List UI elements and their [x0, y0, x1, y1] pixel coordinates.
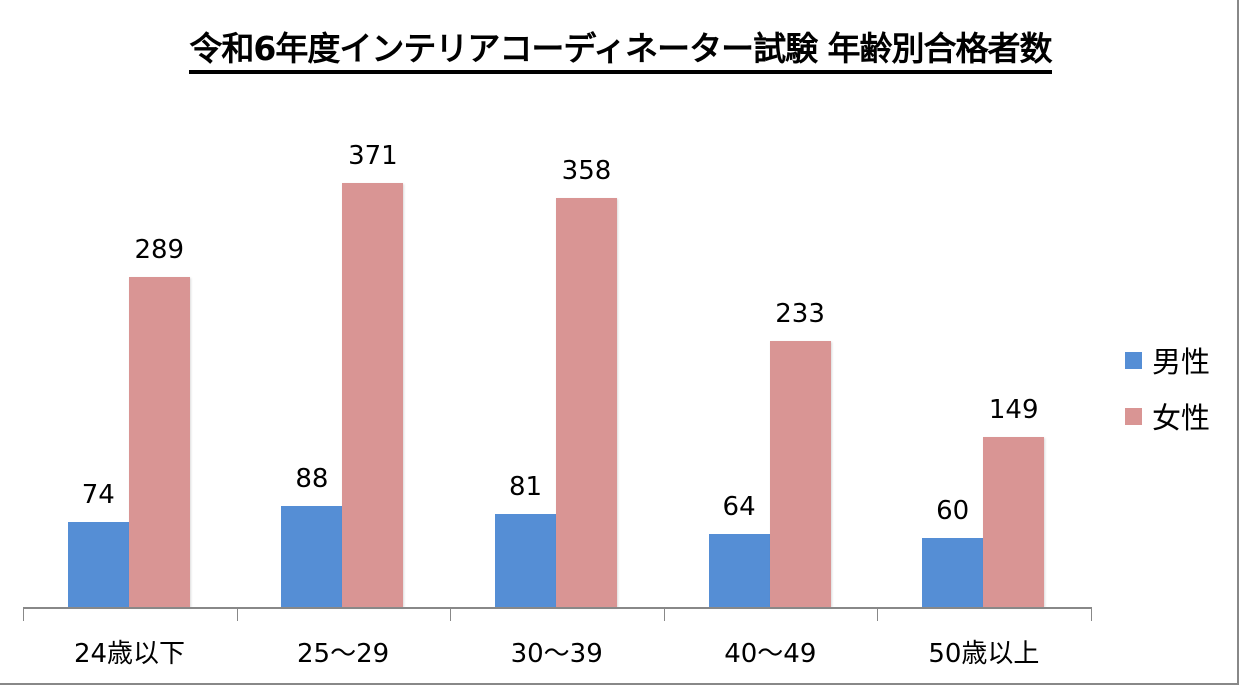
x-axis-tick [877, 607, 879, 621]
x-axis-category-label: 24歳以下 [73, 639, 186, 669]
x-axis-tick [23, 607, 24, 621]
x-axis-tick [450, 607, 452, 621]
data-label: 233 [775, 298, 825, 329]
bar-female [769, 340, 831, 607]
x-axis-line [23, 607, 1091, 609]
plot-area: 74 289 88 371 81 358 64 233 60 149 [23, 100, 1091, 607]
x-axis-tick [1091, 607, 1092, 621]
legend: 男性 女性 [1125, 332, 1210, 444]
bar-male [281, 506, 343, 607]
x-axis-tick [663, 607, 665, 621]
legend-item-male: 男性 [1125, 332, 1210, 388]
data-label: 88 [295, 464, 329, 495]
chart-title: 令和6年度インテリアコーディネーター試験 年齢別合格者数 [0, 22, 1241, 74]
bar-male [67, 522, 129, 607]
data-label: 60 [936, 496, 970, 527]
bar-female [983, 436, 1045, 607]
legend-swatch-icon [1125, 351, 1142, 369]
data-label: 289 [134, 234, 185, 265]
data-label: 64 [722, 491, 756, 522]
bar-female [556, 197, 617, 607]
x-axis-category-label: 25〜29 [297, 639, 390, 669]
data-label: 74 [81, 480, 115, 511]
data-label: 149 [988, 394, 1039, 425]
x-axis-category-label: 30〜39 [510, 639, 603, 669]
data-label: 371 [348, 141, 398, 171]
data-label: 358 [561, 155, 612, 186]
data-label: 81 [508, 472, 543, 503]
legend-swatch-icon [1125, 407, 1142, 425]
x-axis-tick [236, 607, 238, 621]
bar-male [495, 514, 556, 607]
legend-label: 男性 [1152, 345, 1211, 379]
bar-female [342, 183, 404, 607]
legend-item-female: 女性 [1125, 388, 1210, 444]
x-axis-category-label: 40〜49 [724, 639, 817, 669]
bar-male [708, 533, 770, 607]
bar-male [922, 538, 984, 607]
x-axis-category-label: 50歳以上 [928, 639, 1040, 669]
bar-female [128, 276, 190, 607]
legend-label: 女性 [1152, 401, 1211, 435]
chart-title-text: 令和6年度インテリアコーディネーター試験 年齢別合格者数 [189, 29, 1053, 74]
